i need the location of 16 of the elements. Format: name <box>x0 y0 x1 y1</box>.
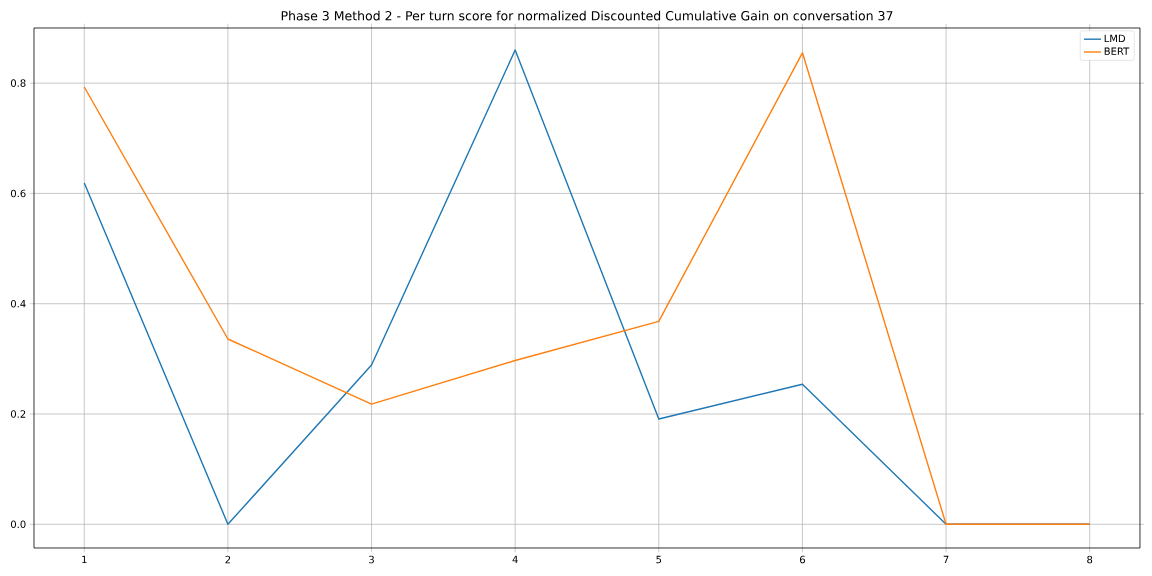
y-tick-label: 0.6 <box>10 189 26 198</box>
x-tick-label: 4 <box>512 555 518 564</box>
x-tick-label: 2 <box>225 555 231 564</box>
x-tick-label: 6 <box>799 555 805 564</box>
y-tick-label: 0.8 <box>10 79 26 87</box>
legend-label: BERT <box>1104 47 1130 55</box>
x-tick-label: 5 <box>656 555 662 564</box>
x-tick-label: 1 <box>82 555 87 564</box>
x-tick-label: 3 <box>369 555 374 564</box>
y-tick-label: 0.2 <box>10 410 26 418</box>
y-tick-label: 0.0 <box>10 520 26 529</box>
y-tick-label: 0.4 <box>10 299 26 308</box>
chart-title: Phase 3 Method 2 - Per turn score for normalized Discounted Cumulative Gain on conversation 37 <box>281 10 893 21</box>
x-tick-label: 7 <box>943 555 949 564</box>
x-tick-label: 8 <box>1087 555 1093 564</box>
legend-label: LMD <box>1104 34 1126 43</box>
